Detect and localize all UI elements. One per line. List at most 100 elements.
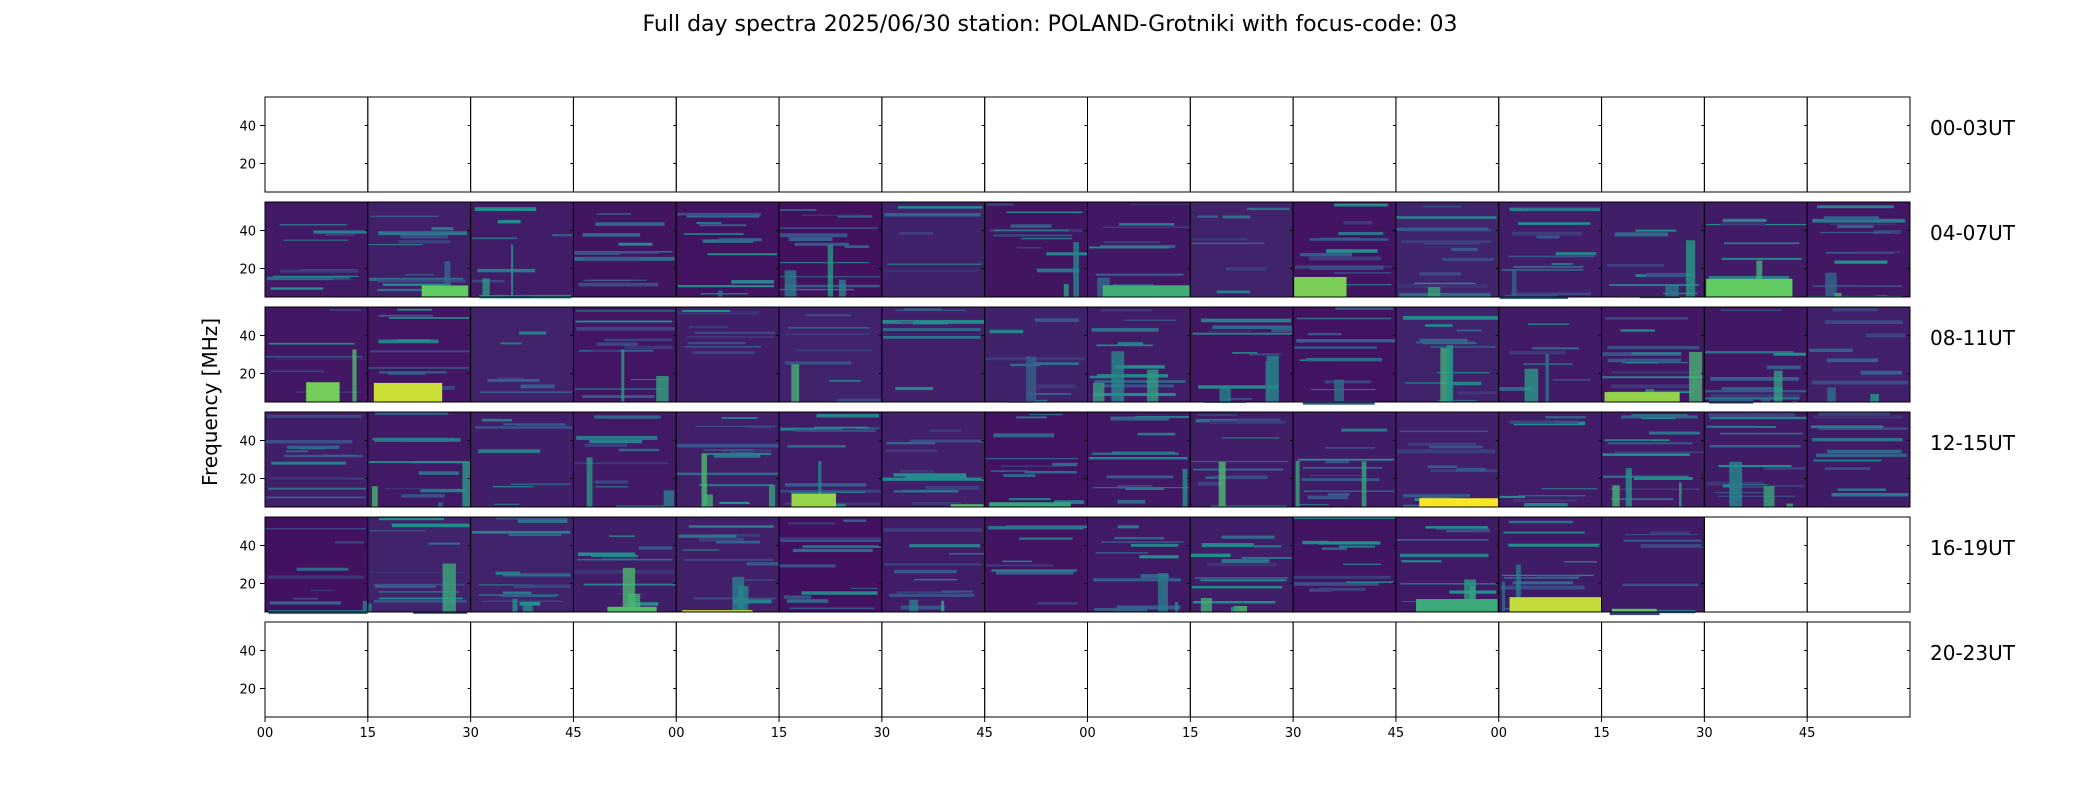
row-label: 12-15UT [1930,431,2016,455]
spectrum-panel [778,516,883,613]
spectrum-panel [1087,621,1191,718]
spectrum-panel [264,306,369,403]
spectrum-panel [264,516,369,615]
spectrum-panel [1498,201,1603,299]
spectrum-panel [1601,96,1705,193]
spectrum-panel [1395,96,1500,193]
spectrum-panel [1189,411,1294,508]
spectrum-panel [984,516,1088,613]
spectrum-panel [1601,516,1705,616]
x-tick-label: 45 [976,726,993,741]
y-tick-label: 20 [239,683,256,698]
spectrum-panel [1806,411,1911,508]
row-08-11UT: 20 40 08-11UT [239,306,2016,405]
x-tick-label: 00 [1490,726,1507,741]
spectrum-panel [572,621,677,718]
spectrum-panel [1806,306,1911,403]
x-tick-label: 30 [1285,726,1302,741]
spectrum-panel [470,96,574,193]
spectrum-panel [881,201,986,298]
spectrum-panel [881,96,986,193]
x-tick-label: 00 [1079,726,1096,741]
chart-title: Full day spectra 2025/06/30 station: POL… [642,12,1458,37]
spectrum-panel [1703,621,1808,718]
spectrum-panel [1087,201,1191,298]
spectrum-panel [1395,621,1500,718]
spectrum-panel [572,306,677,403]
spectrum-panel [367,96,472,193]
spectrum-panel [1189,306,1294,403]
spectrum-panel [1087,96,1191,193]
y-tick-label: 40 [239,435,256,450]
spectrum-panel [1395,306,1500,403]
spectrum-panel [1395,201,1500,298]
x-tick-label: 00 [257,726,274,741]
y-tick-label: 40 [239,540,256,555]
x-tick-label: 00 [668,726,685,741]
spectrum-panel [572,201,677,298]
spectrum-panel [572,411,677,508]
spectrum-panel [1806,201,1911,298]
y-tick-label: 20 [239,368,256,383]
spectrum-panel [470,621,574,718]
spectrum-panel [470,201,574,299]
spectrum-panel [881,411,986,508]
spectrum-panel [367,516,472,614]
spectrum-panel [470,516,574,613]
spectrum-panel [264,621,369,718]
spectrum-panel [1601,411,1705,508]
spectrum-panel [1498,411,1603,508]
row-label: 16-19UT [1930,536,2016,560]
spectrum-panel [675,306,780,403]
spectrum-panel [675,516,780,613]
spectrum-panel [1498,96,1603,193]
spectrum-panel [675,411,780,508]
spectrum-panel [1395,411,1500,508]
x-tick-label: 30 [874,726,891,741]
spectrum-panel [675,201,780,298]
row-16-19UT: 20 40 16-19UT [239,516,2016,616]
spectrum-panel [572,96,677,193]
spectrum-panel [881,621,986,718]
spectrum-panel [778,621,883,718]
spectrum-panel [881,516,986,613]
spectrum-panel [264,411,369,508]
x-tick-label: 15 [360,726,377,741]
spectrum-panel [778,306,883,403]
row-04-07UT: 20 40 04-07UT [239,201,2016,299]
spectrum-panel [1703,411,1808,508]
spectrum-panel [470,411,574,508]
spectrum-panel [984,306,1088,403]
spectrum-panel [984,621,1088,718]
spectrum-panel [778,411,883,508]
spectrum-panel [1806,621,1911,718]
x-tick-label: 45 [1799,726,1816,741]
spectrum-panel [1703,96,1808,193]
spectrum-panel [1703,306,1808,404]
x-tick-label: 30 [1696,726,1713,741]
spectrum-panel [1189,621,1294,718]
spectrum-panel [984,96,1088,193]
spectrum-panel [367,201,472,298]
y-tick-label: 20 [239,263,256,278]
row-20-23UT: 20 40 20-23UT [239,621,2016,718]
y-tick-label: 40 [239,645,256,660]
spectrum-panel [778,201,883,298]
spectrum-panel [1292,621,1397,718]
spectrum-panel [1601,201,1705,299]
spectrum-panel [1601,621,1705,718]
spectrum-panel [1292,411,1397,508]
spectrum-panel [1703,201,1808,298]
x-tick-label: 15 [1593,726,1610,741]
spectrum-panel [1189,516,1294,613]
spectrum-panel [675,621,780,718]
y-tick-label: 40 [239,330,256,345]
spectrum-panel [1087,516,1191,613]
spectrum-panel [367,411,472,508]
x-tick-label: 45 [1388,726,1405,741]
row-label: 20-23UT [1930,641,2016,665]
spectrum-panel [1703,516,1808,613]
spectrum-panel [1292,201,1397,298]
spectrum-panel [1498,516,1603,613]
spectrum-panel [1806,516,1911,613]
